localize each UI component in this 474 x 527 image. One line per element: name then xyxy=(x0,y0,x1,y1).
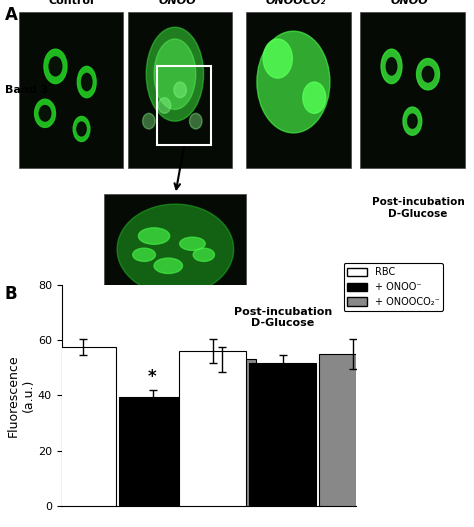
Ellipse shape xyxy=(154,258,182,274)
Legend: RBC, + ONOO⁻, + ONOOCO₂⁻: RBC, + ONOO⁻, + ONOOCO₂⁻ xyxy=(344,264,443,311)
Bar xyxy=(104,194,246,305)
Ellipse shape xyxy=(146,27,203,121)
Ellipse shape xyxy=(190,113,202,129)
Ellipse shape xyxy=(143,113,155,129)
Ellipse shape xyxy=(39,105,51,121)
Text: A: A xyxy=(5,6,18,24)
Bar xyxy=(49,347,116,506)
Ellipse shape xyxy=(180,237,205,250)
Ellipse shape xyxy=(77,66,96,97)
Bar xyxy=(249,364,316,506)
Ellipse shape xyxy=(154,39,196,110)
Ellipse shape xyxy=(193,248,214,261)
Text: ONOOCO₂⁻: ONOOCO₂⁻ xyxy=(265,0,332,6)
Bar xyxy=(157,66,211,144)
Ellipse shape xyxy=(82,73,92,91)
Ellipse shape xyxy=(138,228,170,245)
Bar xyxy=(319,354,386,506)
Ellipse shape xyxy=(77,122,86,136)
Ellipse shape xyxy=(174,82,186,97)
Ellipse shape xyxy=(49,57,62,76)
Text: B: B xyxy=(5,285,18,302)
Y-axis label: Fluorescence
(a.u.): Fluorescence (a.u.) xyxy=(7,354,35,436)
Ellipse shape xyxy=(303,82,326,113)
Ellipse shape xyxy=(417,58,439,90)
Text: Control: Control xyxy=(48,0,94,6)
Ellipse shape xyxy=(381,49,402,84)
Bar xyxy=(19,12,123,168)
Ellipse shape xyxy=(386,58,397,75)
Ellipse shape xyxy=(158,97,171,113)
Bar xyxy=(119,397,186,506)
Bar xyxy=(360,12,465,168)
Bar xyxy=(246,12,351,168)
Ellipse shape xyxy=(257,31,330,133)
Text: ONOO⁻: ONOO⁻ xyxy=(158,0,202,6)
Ellipse shape xyxy=(422,66,434,82)
Text: Post-incubation
D-Glucose: Post-incubation D-Glucose xyxy=(234,307,332,328)
Ellipse shape xyxy=(44,49,67,84)
Ellipse shape xyxy=(403,107,422,135)
Ellipse shape xyxy=(117,204,234,295)
Ellipse shape xyxy=(408,114,417,128)
Bar xyxy=(128,12,232,168)
Bar xyxy=(189,359,256,506)
Text: Band 3: Band 3 xyxy=(5,85,48,95)
Text: ONOO⁻: ONOO⁻ xyxy=(391,0,434,6)
Ellipse shape xyxy=(263,39,292,78)
Text: Post-incubation
D-Glucose: Post-incubation D-Glucose xyxy=(372,197,465,219)
Ellipse shape xyxy=(35,99,55,128)
Ellipse shape xyxy=(73,116,90,142)
Ellipse shape xyxy=(133,248,155,261)
Bar xyxy=(180,351,246,506)
Text: *: * xyxy=(148,367,157,386)
